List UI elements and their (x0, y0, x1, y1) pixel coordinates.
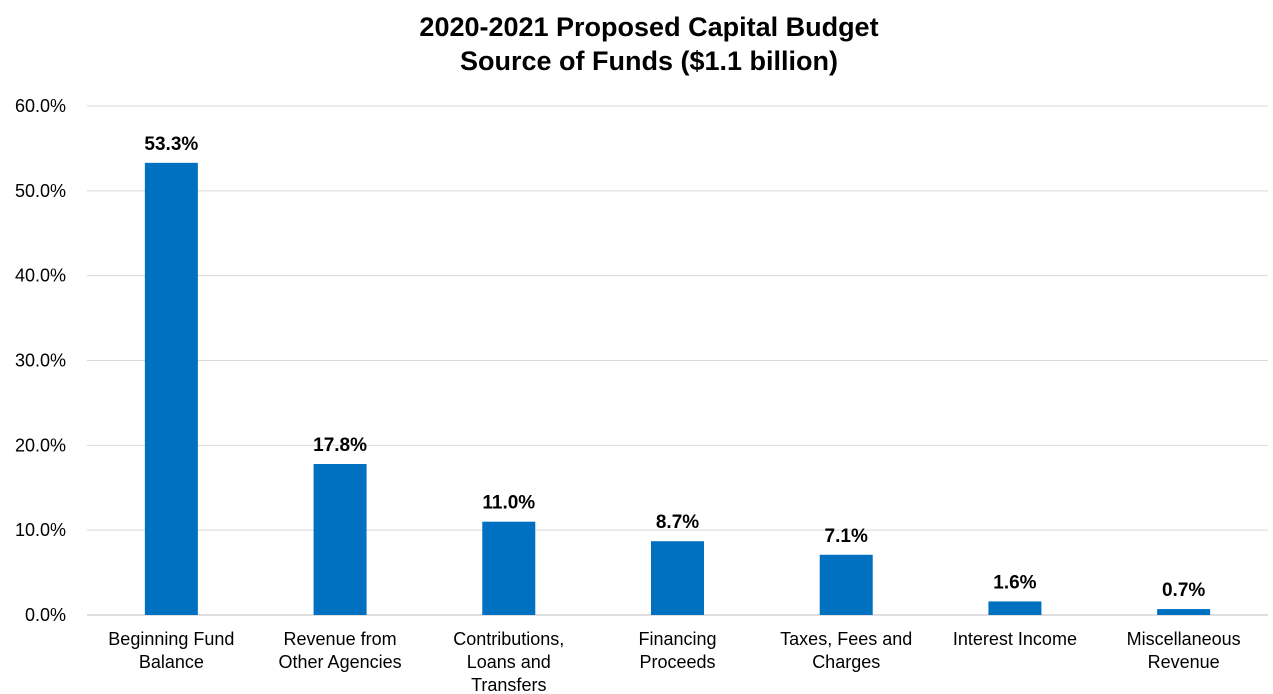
y-axis-ticks: 0.0% 10.0% 20.0% 30.0% 40.0% 50.0% 60.0% (15, 96, 66, 625)
x-category-label-line: Taxes, Fees and (780, 629, 912, 649)
y-tick-label: 40.0% (15, 266, 66, 286)
x-category-label: Interest Income (953, 629, 1077, 649)
x-category-label-line: Loans and (467, 652, 551, 672)
data-label: 7.1% (825, 526, 868, 547)
y-tick-label: 20.0% (15, 435, 66, 455)
x-category-label-line: Charges (812, 652, 880, 672)
x-category-label-line: Balance (139, 652, 204, 672)
x-category-label: Financing Proceeds (638, 629, 716, 672)
y-tick-label: 60.0% (15, 96, 66, 116)
x-category-label-line: Proceeds (639, 652, 715, 672)
data-labels: 53.3% 17.8% 11.0% 8.7% 7.1% 1.6% 0.7% (144, 134, 1205, 601)
x-category-label-line: Beginning Fund (108, 629, 234, 649)
bar (819, 554, 873, 615)
y-tick-label: 50.0% (15, 181, 66, 201)
bar (651, 541, 704, 615)
chart-title-line: 2020-2021 Proposed Capital Budget (419, 12, 878, 42)
bars (144, 162, 1211, 616)
chart-title-line: Source of Funds ($1.1 billion) (460, 46, 838, 76)
x-category-label-line: Contributions, (453, 629, 564, 649)
x-category-label-line: Financing (638, 629, 716, 649)
data-label: 17.8% (313, 435, 367, 456)
x-category-label-line: Interest Income (953, 629, 1077, 649)
bar (988, 601, 1042, 615)
x-category-label-line: Miscellaneous (1127, 629, 1241, 649)
bar (482, 521, 536, 615)
bar (1157, 609, 1211, 615)
x-category-label-line: Transfers (471, 675, 546, 694)
data-label: 53.3% (144, 134, 198, 155)
gridlines (87, 105, 1268, 616)
data-label: 1.6% (993, 572, 1036, 593)
bar (144, 162, 198, 616)
x-category-label: Miscellaneous Revenue (1127, 629, 1241, 672)
x-category-label-line: Revenue from (284, 629, 397, 649)
y-tick-label: 10.0% (15, 520, 66, 540)
data-label: 0.7% (1162, 580, 1205, 601)
x-axis-categories: Beginning Fund Balance Revenue from Other A… (108, 629, 1240, 694)
x-category-label: Beginning Fund Balance (108, 629, 234, 672)
y-tick-label: 30.0% (15, 351, 66, 371)
x-category-label: Contributions, Loans and Transfers (453, 629, 564, 694)
data-label: 11.0% (482, 493, 535, 514)
data-label: 8.7% (656, 512, 699, 533)
x-category-label-line: Revenue (1148, 652, 1220, 672)
x-category-label: Taxes, Fees and Charges (780, 629, 912, 672)
bar (313, 463, 367, 615)
chart-title: 2020-2021 Proposed Capital Budget Source … (419, 12, 878, 76)
y-tick-label: 0.0% (25, 605, 66, 625)
x-category-label: Revenue from Other Agencies (279, 629, 402, 672)
x-category-label-line: Other Agencies (279, 652, 402, 672)
